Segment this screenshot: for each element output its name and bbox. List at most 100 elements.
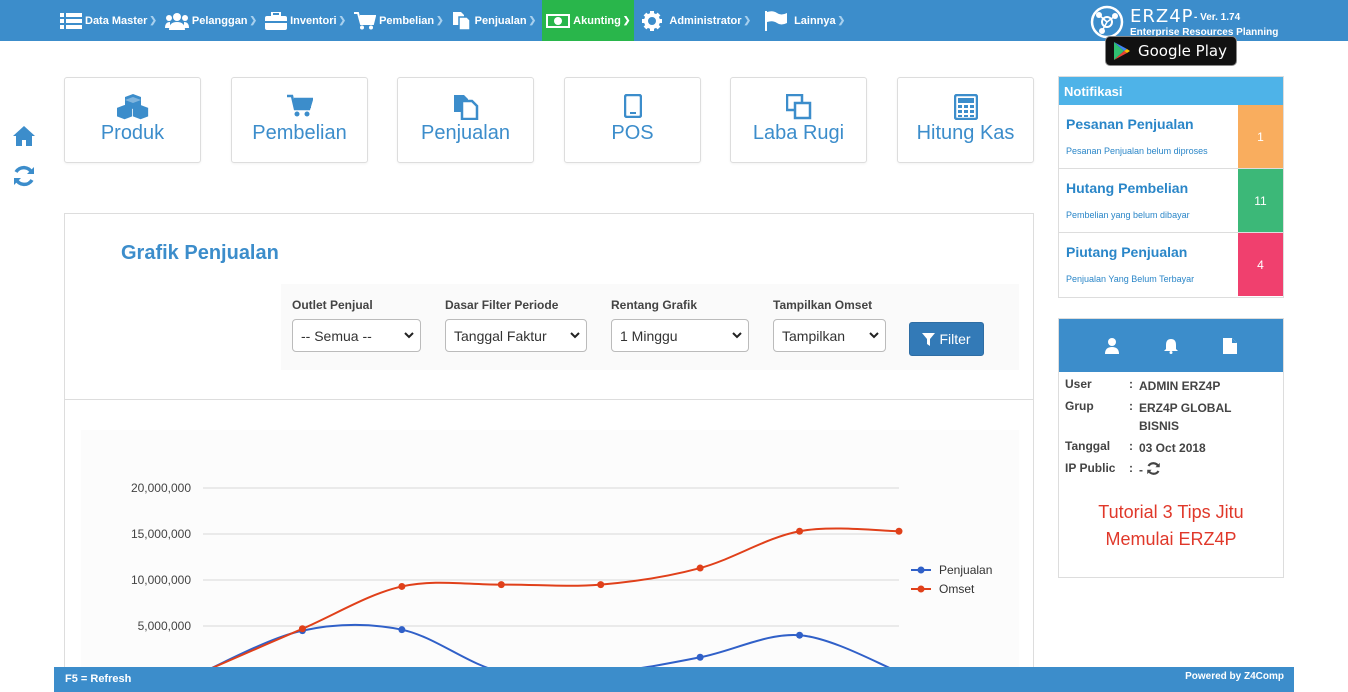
outlet-select[interactable]: -- Semua -- — [292, 319, 421, 352]
y-tick-label: 15,000,000 — [131, 527, 191, 541]
chevron-down-icon: ❯ — [528, 15, 537, 25]
notification-title: Hutang Pembelian — [1066, 180, 1189, 196]
top-navbar: Data Master ❯ Pelanggan ❯ Inventori ❯ Pembe… — [0, 0, 1348, 41]
brand-name: ERZ4P — [1130, 6, 1194, 27]
menu-pembelian[interactable]: Pembelian ❯ — [352, 0, 450, 41]
copy-icon — [452, 11, 471, 31]
clone-icon — [785, 94, 811, 120]
legend-marker — [917, 566, 925, 574]
tile-hitung-kas[interactable]: Hitung Kas — [897, 77, 1034, 163]
legend-label: Penjualan — [939, 563, 992, 577]
rentang-select[interactable]: 1 Minggu — [611, 319, 749, 352]
chart-area: 5,000,000 10,000,000 15,000,000 20,000,000 P… — [81, 430, 1019, 684]
home-icon[interactable] — [12, 125, 36, 147]
copy-icon — [453, 95, 478, 120]
list-icon — [60, 12, 82, 29]
brand-subtitle: Enterprise Resources Planning — [1130, 27, 1279, 38]
tutorial-link[interactable]: Tutorial 3 Tips Jitu Memulai ERZ4P — [1059, 499, 1283, 553]
tablet-icon — [623, 94, 642, 118]
tile-laba-rugi[interactable]: Laba Rugi — [730, 77, 867, 163]
filter-omset: Tampilkan Omset Tampilkan — [773, 298, 886, 352]
cubes-icon — [116, 94, 148, 120]
bell-icon[interactable] — [1163, 338, 1179, 354]
notification-title: Piutang Penjualan — [1066, 244, 1188, 260]
notification-hutang-pembelian[interactable]: Hutang Pembelian Pembelian yang belum di… — [1059, 169, 1283, 233]
menu-label: Inventori — [290, 14, 337, 27]
select-value: 1 Minggu — [620, 327, 678, 344]
menu-inventori[interactable]: Inventori ❯ — [263, 0, 352, 41]
sales-line-chart: 5,000,000 10,000,000 15,000,000 20,000,000 P… — [131, 481, 992, 678]
series-line-omset — [202, 527, 900, 673]
notifications-panel: Notifikasi Pesanan Penjualan Pesanan Pen… — [1058, 76, 1284, 298]
group-value: ERZ4P GLOBAL BISNIS — [1139, 401, 1232, 433]
colon: : — [1129, 399, 1133, 413]
google-play-badge[interactable]: Google Play — [1105, 36, 1237, 66]
chevron-down-icon: ❯ — [837, 15, 846, 25]
sales-chart-panel: Grafik Penjualan Outlet Penjual -- Semua… — [64, 213, 1034, 684]
filter-icon — [922, 332, 936, 346]
data-point — [696, 653, 704, 661]
date-row: Tanggal:03 Oct 2018 — [1065, 439, 1206, 455]
menu-data-master[interactable]: Data Master ❯ — [58, 0, 163, 41]
chevron-down-icon — [732, 332, 742, 339]
tile-produk[interactable]: Produk — [64, 77, 201, 163]
periode-select[interactable]: Tanggal Faktur — [445, 319, 587, 352]
erz4p-logo-icon — [1090, 5, 1124, 39]
tile-pos[interactable]: POS — [564, 77, 701, 163]
menu-label: Administrator — [669, 14, 742, 27]
y-tick-label: 10,000,000 — [131, 573, 191, 587]
tile-label: Hitung Kas — [916, 122, 1015, 144]
group-label: Grup — [1065, 399, 1094, 413]
ip-value: - — [1139, 461, 1259, 479]
menu-akunting[interactable]: Akunting ❯ — [542, 0, 635, 41]
tutorial-line: Tutorial 3 Tips Jitu — [1098, 502, 1244, 522]
tile-penjualan[interactable]: Penjualan — [397, 77, 534, 163]
file-icon[interactable] — [1223, 337, 1237, 354]
date-value: 03 Oct 2018 — [1139, 441, 1206, 455]
user-icon[interactable] — [1105, 337, 1119, 354]
footer-powered: Powered by Z4Comp — [1185, 671, 1284, 682]
notification-count: 11 — [1238, 169, 1283, 232]
menu-administrator[interactable]: Administrator ❯ — [640, 0, 757, 41]
panel-title: Grafik Penjualan — [121, 242, 279, 264]
notification-count: 4 — [1238, 233, 1283, 296]
chevron-down-icon — [570, 332, 580, 339]
notification-piutang-penjualan[interactable]: Piutang Penjualan Penjualan Yang Belum T… — [1059, 233, 1283, 297]
ip-label: IP Public — [1065, 461, 1116, 475]
money-icon — [546, 13, 571, 28]
colon: : — [1129, 439, 1133, 453]
calculator-icon — [953, 94, 978, 120]
tile-label: POS — [611, 122, 654, 144]
tile-pembelian[interactable]: Pembelian — [231, 77, 368, 163]
cart-icon — [354, 11, 377, 29]
data-point — [497, 581, 505, 589]
notification-pesanan-penjualan[interactable]: Pesanan Penjualan Pesanan Penjualan belu… — [1059, 105, 1283, 169]
omset-select[interactable]: Tampilkan — [773, 319, 886, 352]
google-play-icon — [1114, 42, 1130, 60]
users-icon — [164, 12, 189, 30]
select-value: -- Semua -- — [301, 327, 372, 344]
filter-button[interactable]: Filter — [909, 322, 984, 356]
menu-penjualan[interactable]: Penjualan ❯ — [450, 0, 543, 41]
ip-row: IP Public: - — [1065, 461, 1161, 477]
menu-label: Penjualan — [474, 14, 527, 27]
tile-label: Laba Rugi — [752, 122, 845, 144]
shortcut-tiles: Produk Pembelian Penjualan POS Laba Rugi… — [64, 77, 1034, 163]
menu-pelanggan[interactable]: Pelanggan ❯ — [163, 0, 263, 41]
chevron-down-icon: ❯ — [249, 15, 258, 25]
tile-label: Penjualan — [421, 122, 510, 144]
chevron-down-icon: ❯ — [743, 15, 752, 25]
select-value: Tanggal Faktur — [454, 327, 547, 344]
chevron-down-icon: ❯ — [149, 15, 157, 25]
chevron-down-icon: ❯ — [622, 15, 631, 25]
refresh-icon[interactable] — [1146, 461, 1161, 476]
main-menu: Data Master ❯ Pelanggan ❯ Inventori ❯ Pembe… — [58, 0, 851, 41]
y-tick-label: 20,000,000 — [131, 481, 191, 495]
filter-bar: Outlet Penjual -- Semua -- Dasar Filter … — [281, 284, 1019, 370]
refresh-icon[interactable] — [12, 164, 36, 188]
notification-subtitle: Pesanan Penjualan belum diproses — [1066, 146, 1208, 156]
notification-subtitle: Pembelian yang belum dibayar — [1066, 210, 1190, 220]
menu-label: Data Master — [85, 14, 148, 27]
menu-lainnya[interactable]: Lainnya ❯ — [763, 0, 851, 41]
ip-text: - — [1139, 463, 1143, 477]
